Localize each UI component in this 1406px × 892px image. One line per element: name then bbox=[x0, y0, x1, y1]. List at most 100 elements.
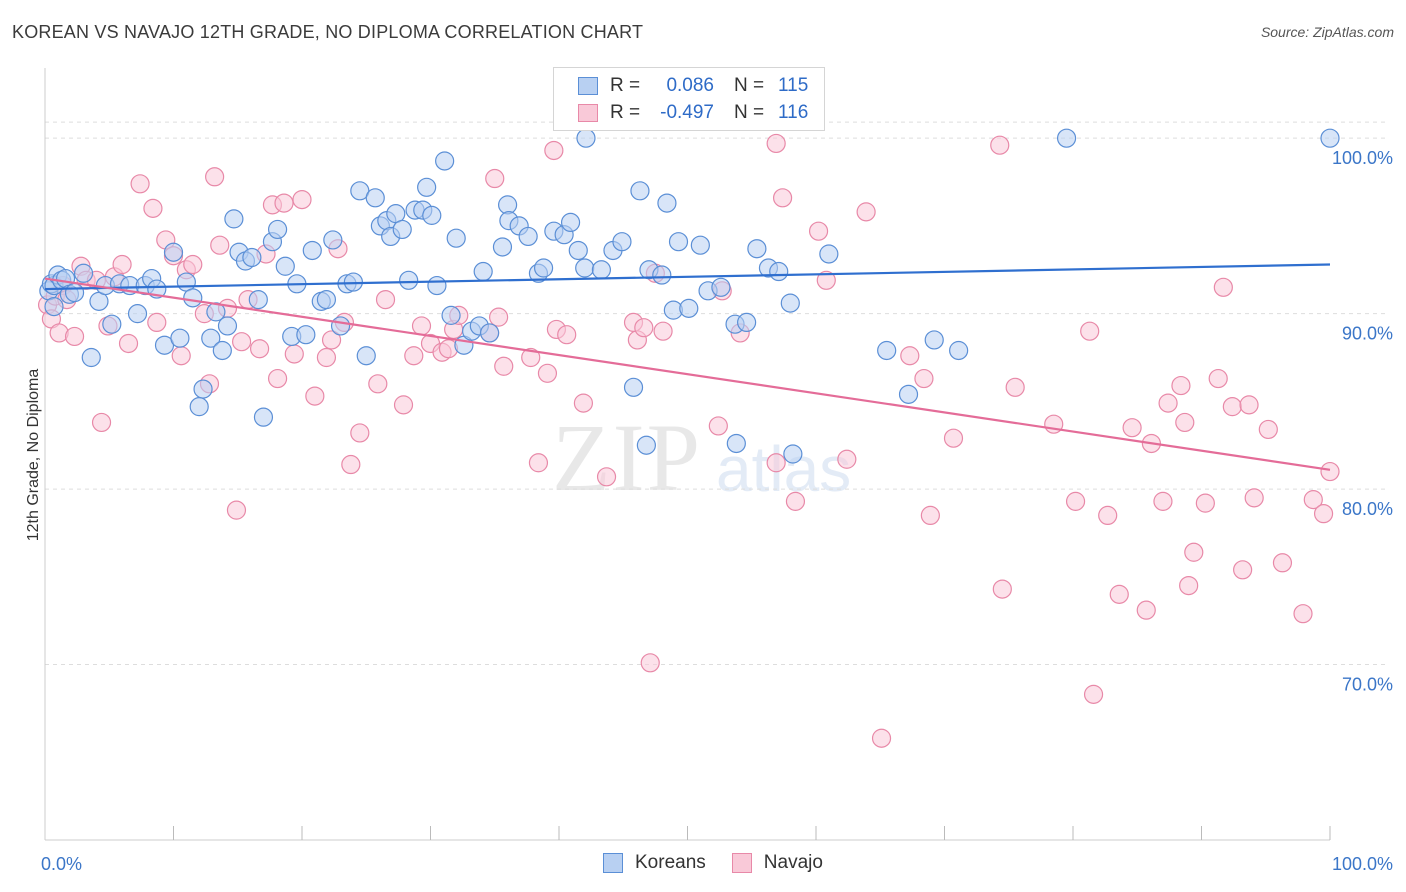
navajo-point bbox=[485, 168, 505, 189]
koreans-point bbox=[657, 193, 677, 213]
navajo-point bbox=[1208, 368, 1228, 389]
navajo-point bbox=[914, 368, 934, 389]
koreans-point bbox=[163, 242, 184, 262]
koreans-point bbox=[296, 325, 316, 345]
navajo-point bbox=[321, 330, 342, 350]
koreans-legend-swatch bbox=[603, 853, 623, 873]
navajo-point bbox=[653, 321, 673, 341]
koreans-point bbox=[44, 297, 64, 317]
navajo-point bbox=[350, 423, 370, 443]
koreans-point bbox=[224, 209, 244, 229]
navajo-point bbox=[404, 346, 424, 366]
navajo-point bbox=[267, 368, 288, 389]
navajo-point bbox=[1239, 395, 1259, 415]
navajo-point bbox=[171, 346, 191, 366]
koreans-point bbox=[446, 228, 466, 248]
koreans-point bbox=[492, 237, 513, 257]
navajo-point bbox=[183, 254, 203, 275]
source-label: Source: ZipAtlas.com bbox=[1260, 24, 1394, 40]
koreans-point bbox=[212, 340, 232, 361]
navajo-point bbox=[226, 500, 247, 520]
koreans-point bbox=[690, 235, 710, 255]
navajo-point bbox=[232, 332, 252, 352]
koreans-point bbox=[242, 247, 262, 268]
navajo-point bbox=[1258, 419, 1278, 440]
navajo-point bbox=[856, 202, 876, 222]
koreans-point bbox=[568, 240, 588, 261]
navajo-point bbox=[1122, 418, 1142, 438]
koreans-point bbox=[441, 305, 461, 325]
r-value: 0.086 bbox=[666, 75, 714, 96]
navajo-point bbox=[1222, 397, 1242, 417]
koreans-point bbox=[302, 240, 322, 261]
navajo-trend-line bbox=[44, 277, 1331, 471]
koreans-point bbox=[591, 260, 612, 280]
navajo-point bbox=[1171, 375, 1191, 396]
n-label: N = bbox=[734, 75, 765, 96]
navajo-point bbox=[130, 174, 150, 194]
navajo-point bbox=[118, 333, 139, 354]
koreans-point bbox=[630, 181, 650, 201]
n-label: N = bbox=[734, 102, 765, 123]
koreans-point bbox=[473, 261, 493, 282]
koreans-point bbox=[64, 282, 85, 303]
koreans-point bbox=[747, 239, 767, 259]
koreans-point bbox=[422, 205, 442, 225]
n-value: 115 bbox=[778, 75, 809, 96]
series-legend: Koreans Navajo bbox=[603, 852, 849, 874]
legend-row-navajo: R = -0.497 N = 116 bbox=[578, 100, 808, 126]
navajo-point bbox=[943, 428, 964, 448]
koreans-point bbox=[170, 328, 190, 348]
koreans-point bbox=[365, 188, 385, 208]
navajo-point bbox=[305, 386, 325, 406]
koreans-point bbox=[576, 128, 596, 148]
koreans-point bbox=[392, 219, 412, 240]
y-tick-label: 100.0% bbox=[1332, 148, 1393, 168]
koreans-point bbox=[275, 256, 295, 276]
koreans-point bbox=[102, 314, 122, 334]
navajo-point bbox=[640, 653, 660, 673]
navajo-point bbox=[489, 307, 509, 327]
navajo-point bbox=[1109, 584, 1129, 604]
koreans-point bbox=[356, 346, 376, 366]
navajo-point bbox=[1175, 412, 1195, 433]
navajo-point bbox=[1080, 321, 1100, 341]
legend-item-koreans[interactable]: Koreans bbox=[603, 852, 706, 874]
r-label: R = bbox=[610, 102, 641, 123]
navajo-point bbox=[596, 467, 617, 487]
x-tick-label: 0.0% bbox=[41, 854, 82, 874]
navajo-point bbox=[1293, 604, 1313, 624]
koreans-point bbox=[316, 290, 337, 310]
r-value: -0.497 bbox=[660, 102, 714, 123]
navajo-point bbox=[1313, 504, 1334, 524]
navajo-point bbox=[1158, 393, 1178, 413]
navajo-point bbox=[341, 454, 361, 475]
koreans-point bbox=[399, 270, 419, 290]
x-tick-label: 100.0% bbox=[1332, 854, 1393, 874]
koreans-point bbox=[612, 232, 632, 252]
legend-item-navajo[interactable]: Navajo bbox=[731, 852, 823, 874]
y-tick-label: 80.0% bbox=[1342, 499, 1393, 519]
koreans-point bbox=[726, 433, 746, 454]
navajo-point bbox=[316, 347, 337, 368]
koreans-swatch bbox=[578, 77, 598, 95]
navajo-point bbox=[808, 221, 829, 241]
navajo-point bbox=[1303, 490, 1323, 510]
koreans-point bbox=[518, 226, 538, 247]
koreans-point bbox=[417, 177, 437, 197]
koreans-point bbox=[435, 151, 455, 171]
navajo-point bbox=[521, 347, 541, 368]
koreans-point bbox=[679, 298, 699, 318]
axes bbox=[44, 68, 1331, 841]
navajo-point bbox=[1153, 491, 1173, 511]
navajo-point bbox=[537, 363, 558, 383]
koreans-point bbox=[877, 340, 897, 361]
navajo-point bbox=[573, 393, 594, 413]
koreans-point bbox=[575, 258, 595, 278]
navajo-point bbox=[393, 395, 414, 415]
navajo-point bbox=[557, 325, 577, 345]
navajo-point bbox=[772, 188, 793, 208]
koreans-point bbox=[668, 232, 689, 252]
koreans-point bbox=[652, 265, 672, 285]
koreans-point bbox=[330, 316, 351, 336]
